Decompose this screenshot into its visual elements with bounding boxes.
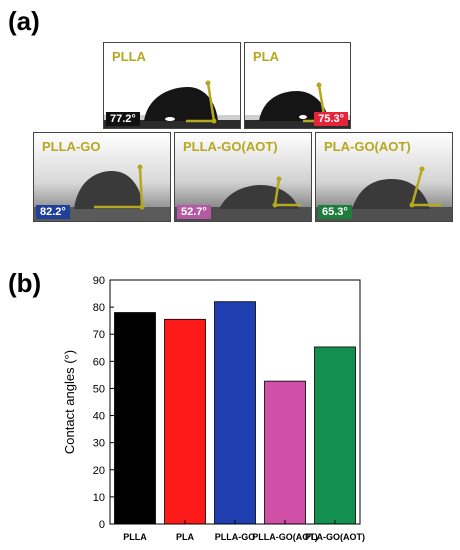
bar-plla-go (214, 301, 256, 525)
y-tick-label: 20 (93, 465, 105, 477)
panel-a-label: (a) (8, 6, 40, 36)
bars-group (114, 301, 356, 525)
angle-badge: 75.3° (314, 112, 348, 126)
angle-badge: 65.3° (318, 205, 352, 219)
contact-angle-photo-pllago-aot: PLLA-GO(AOT) 52.7° (174, 132, 312, 222)
y-tick-label: 50 (93, 383, 105, 395)
droplet-image (104, 80, 240, 128)
contact-angle-bar-chart: 0 10 20 30 40 50 60 70 80 90 PLLA PLA PLLA-GOPLLA-G… (62, 275, 365, 542)
x-category-label: PLA (176, 532, 195, 542)
contact-angle-photo-plago-aot: PLA-GO(AOT) 65.3° (315, 132, 453, 222)
y-tick-label: 90 (93, 275, 105, 287)
panel-b-label: (b) (8, 268, 42, 298)
angle-badge: 82.2° (36, 205, 70, 219)
angle-badge: 77.2° (106, 112, 140, 126)
y-tick-label: 60 (93, 356, 105, 368)
contact-angle-photo-plla: PLLA 77.2° (103, 42, 241, 129)
x-category-label: PLLA-GO (215, 532, 256, 542)
angle-badge: 52.7° (177, 205, 211, 219)
y-tick-label: 70 (93, 329, 105, 341)
contact-angle-photo-pla: PLA 75.3° (244, 42, 351, 129)
y-tick-label: 40 (93, 411, 105, 423)
contact-angle-photo-pllago: PLLA-GO 82.2° (33, 132, 171, 222)
photo-title: PLLA (112, 49, 146, 64)
photo-title: PLA-GO(AOT) (324, 139, 411, 154)
photo-title: PLLA-GO(AOT) (183, 139, 278, 154)
photo-title: PLLA-GO (42, 139, 101, 154)
bar-pla-go-aot (314, 346, 356, 525)
y-tick-label: 0 (99, 519, 105, 531)
y-axis: 0 10 20 30 40 50 60 70 80 90 (93, 275, 114, 531)
plot-frame (109, 279, 361, 525)
bar-plla-go-aot (264, 380, 306, 525)
y-tick-label: 10 (93, 492, 105, 504)
x-category-label: PLA-GO(AOT) (305, 532, 365, 542)
photo-title: PLA (253, 49, 279, 64)
y-tick-label: 80 (93, 302, 105, 314)
bar-pla (164, 318, 206, 525)
y-tick-label: 30 (93, 438, 105, 450)
bar-plla (114, 312, 156, 525)
y-axis-title: Contact angles (°) (62, 350, 77, 454)
droplet-image (245, 82, 350, 128)
x-category-label: PLLA-GO(AOT) (252, 532, 318, 542)
x-category-label: PLLA (123, 532, 147, 542)
